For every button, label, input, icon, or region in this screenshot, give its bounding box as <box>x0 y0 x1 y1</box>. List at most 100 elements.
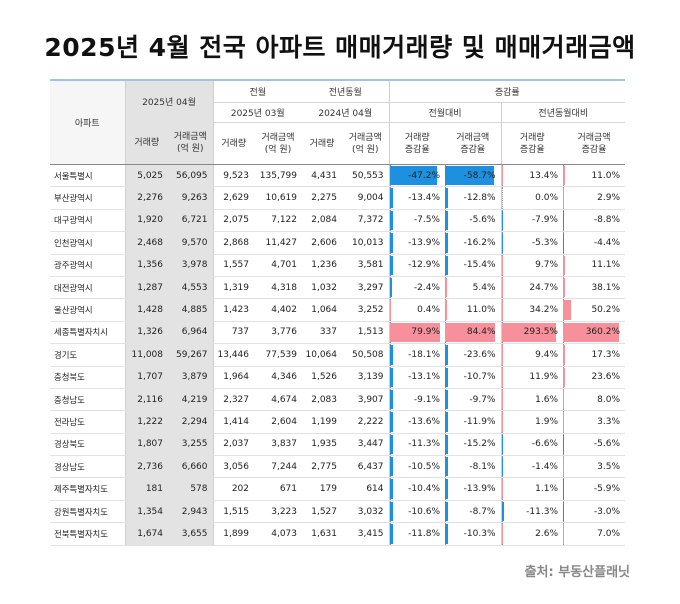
rate-value: 17.3% <box>591 349 621 360</box>
negative-rate-bar <box>390 188 393 208</box>
rate-value: -13.6% <box>408 416 440 427</box>
yoy-volume-rate-cell: 0.0% <box>500 186 563 210</box>
yoy-amount-rate-cell: -5.9% <box>563 477 626 501</box>
yoy-volume-rate-cell: -5.3% <box>500 231 563 255</box>
yoy-amount-rate-cell: 2.9% <box>563 186 626 210</box>
rate-value: -58.7% <box>463 170 496 181</box>
table-header: 아파트 2025년 04월 전월 전년동월 증감률 2025년 03월 2024… <box>50 79 626 165</box>
rate-value: 3.5% <box>597 461 621 472</box>
rate-value: -13.4% <box>408 193 440 204</box>
table-row: 제주특별자치도 181 578 202 671 179 614 -10.4% -13.9% 1.1… <box>50 477 626 501</box>
zero-axis <box>390 299 391 321</box>
yoy-volume-rate-cell: 11.9% <box>500 366 563 389</box>
mom-amount-rate-cell: -11.9% <box>445 410 501 434</box>
negative-rate-bar <box>445 479 448 499</box>
rate-value: 11.9% <box>529 372 558 383</box>
current-volume-cell: 1,222 <box>124 410 168 434</box>
negative-rate-bar <box>563 233 564 253</box>
table-row: 인천광역시 2,468 9,570 2,868 11,427 2,606 10,013 -13… <box>50 231 626 255</box>
current-amount-cell: 3,255 <box>168 433 213 457</box>
prev-month-period: 2025년 03월 <box>212 102 302 123</box>
yoy-volume-rate-cell: -1.4% <box>500 455 563 479</box>
col-mom-volume-rate: 거래량 증감율 <box>388 122 445 165</box>
prev-year-volume-cell: 337 <box>302 321 342 345</box>
table-row: 충청남도 2,116 4,219 2,327 4,674 2,083 3,907 -9.1% -… <box>50 388 626 412</box>
rate-value: -18.1% <box>408 349 440 360</box>
negative-rate-bar <box>563 210 565 231</box>
negative-rate-bar <box>445 457 448 477</box>
positive-rate-bar <box>502 255 503 275</box>
rate-value: -8.7% <box>469 506 496 517</box>
yoy-amount-rate-cell: 7.0% <box>563 522 626 546</box>
source-credit: 출처: 부동산플래닛 <box>524 565 630 580</box>
prev-month-amount-cell: 77,539 <box>254 343 302 367</box>
prev-month-amount-cell: 2,604 <box>254 410 302 434</box>
prev-month-volume-cell: 737 <box>212 321 254 345</box>
rate-value: 38.1% <box>591 282 621 293</box>
table-row: 대구광역시 1,920 6,721 2,075 7,122 2,084 7,372 -7.5%… <box>50 209 626 233</box>
current-volume-cell: 1,356 <box>124 254 168 277</box>
yoy-volume-rate-cell: 9.7% <box>500 254 563 277</box>
mom-amount-rate-cell: -16.2% <box>445 231 501 255</box>
negative-rate-bar <box>390 434 393 455</box>
mom-volume-rate-cell: -10.6% <box>388 500 445 524</box>
rate-value: 23.6% <box>591 372 621 383</box>
current-volume-cell: 2,116 <box>124 388 168 412</box>
rate-value: 2.6% <box>535 528 558 539</box>
prev-year-volume-cell: 2,083 <box>302 388 342 412</box>
yoy-volume-rate-cell: -11.3% <box>500 500 563 524</box>
negative-rate-bar <box>390 277 392 298</box>
mom-amount-rate-cell: 84.4% <box>445 321 501 345</box>
negative-rate-bar <box>390 255 393 275</box>
rate-value: -11.3% <box>526 506 558 517</box>
rate-value: -7.5% <box>413 215 440 226</box>
prev-year-volume-cell: 1,032 <box>302 276 342 300</box>
region-cell: 세종특별자치시 <box>50 321 125 345</box>
table-row: 서울특별시 5,025 56,095 9,523 135,799 4,431 50,553 -… <box>50 164 626 188</box>
zero-axis <box>502 187 503 209</box>
mom-volume-rate-cell: -2.4% <box>388 276 445 300</box>
rate-value: -3.0% <box>593 506 621 517</box>
current-amount-cell: 2,943 <box>168 500 213 524</box>
rate-value: 11.0% <box>466 305 496 316</box>
negative-rate-bar <box>563 434 564 455</box>
positive-rate-bar <box>390 322 440 343</box>
prev-year-volume-cell: 10,064 <box>302 343 342 367</box>
rate-value: 9.4% <box>535 349 558 360</box>
rate-value: -11.8% <box>408 528 440 539</box>
prev-year-amount-cell: 3,907 <box>342 388 389 412</box>
prev-year-amount-cell: 3,415 <box>342 522 389 546</box>
current-amount-cell: 56,095 <box>168 164 213 188</box>
mom-volume-rate-cell: -13.1% <box>388 366 445 389</box>
negative-rate-bar <box>390 166 438 186</box>
prev-month-amount-cell: 3,776 <box>254 321 302 345</box>
col-mom-amount-rate: 거래금액 증감율 <box>445 122 501 165</box>
prev-month-amount-cell: 10,619 <box>254 186 302 210</box>
table-row: 경상북도 1,807 3,255 2,037 3,837 1,935 3,447 -11.3%… <box>50 433 626 457</box>
positive-rate-bar <box>563 367 565 387</box>
negative-rate-bar <box>390 389 393 410</box>
prev-year-amount-cell: 3,297 <box>342 276 389 300</box>
prev-year-amount-cell: 9,004 <box>342 186 389 210</box>
region-cell: 부산광역시 <box>50 186 125 210</box>
prev-month-volume-cell: 202 <box>212 477 254 501</box>
negative-rate-bar <box>445 188 448 208</box>
positive-rate-bar <box>502 300 503 320</box>
rate-value: 79.9% <box>411 327 440 338</box>
table-row: 경기도 11,008 59,267 13,446 77,539 10,064 50,508 -… <box>50 343 626 367</box>
apartment-trade-table: 아파트 2025년 04월 전월 전년동월 증감률 2025년 03월 2024… <box>50 79 626 546</box>
prev-year-volume-cell: 2,775 <box>302 455 342 479</box>
prev-month-amount-cell: 671 <box>254 477 302 501</box>
region-cell: 충청북도 <box>50 366 125 389</box>
prev-year-amount-cell: 3,581 <box>342 254 389 277</box>
col-amount: 거래금액 (억 원) <box>168 122 213 165</box>
rate-value: -11.3% <box>408 439 440 450</box>
prev-month-amount-cell: 4,701 <box>254 254 302 277</box>
negative-rate-bar <box>445 501 448 522</box>
yoy-volume-rate-cell: 2.6% <box>500 522 563 546</box>
mom-amount-rate-cell: -8.7% <box>445 500 501 524</box>
rate-value: 11.1% <box>591 260 621 271</box>
yoy-volume-rate-cell: 293.5% <box>500 321 563 345</box>
current-amount-cell: 4,553 <box>168 276 213 300</box>
negative-rate-bar <box>502 434 503 455</box>
